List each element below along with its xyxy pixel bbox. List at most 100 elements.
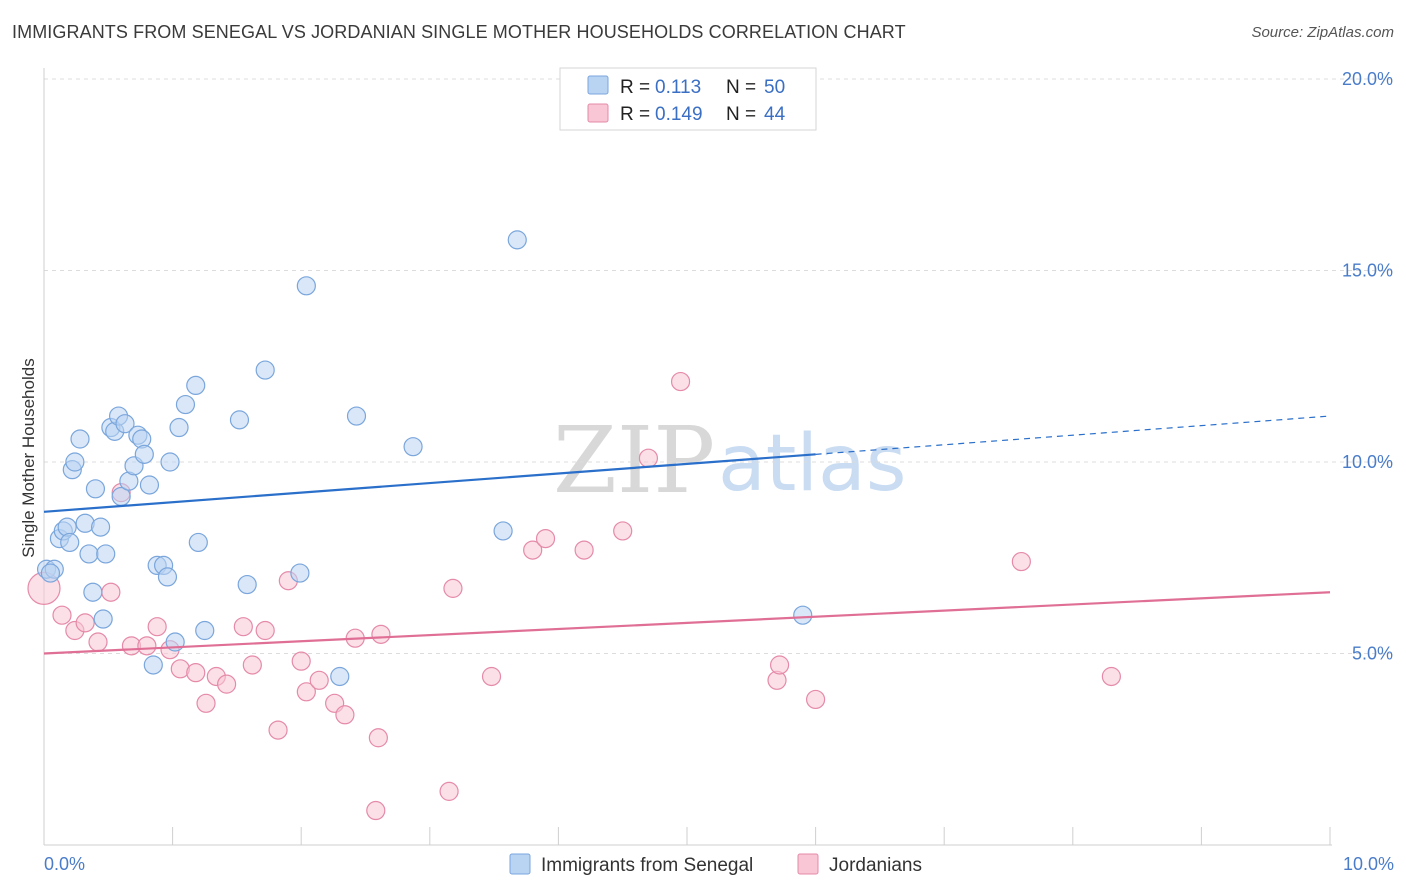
source-credit: Source: ZipAtlas.com: [1251, 24, 1394, 41]
legend-n-value-senegal: 50: [764, 77, 785, 98]
senegal-point: [255, 360, 275, 380]
senegal-point: [493, 521, 513, 541]
senegal-trend-extension: [815, 415, 1331, 455]
jordanians-point: [242, 655, 262, 675]
chart-title: IMMIGRANTS FROM SENEGAL VS JORDANIAN SIN…: [12, 22, 906, 42]
jordanians-trend-line: [43, 591, 1331, 655]
senegal-point: [83, 582, 103, 602]
senegal-point: [85, 479, 106, 499]
x-axis-ticks: [172, 827, 1331, 845]
x-tick-label-min: 0.0%: [44, 854, 85, 874]
series-legend-label-jordanians: Jordanians: [829, 855, 922, 876]
series-legend: Immigrants from Senegal Jordanians: [509, 853, 922, 876]
jordanians-point: [368, 728, 388, 748]
legend-r-label-jordanians: R =: [620, 104, 650, 125]
y-tick-labels: 5.0% 10.0% 15.0% 20.0%: [1342, 69, 1393, 664]
gridlines: [44, 78, 1394, 654]
y-tick-label-20: 20.0%: [1342, 69, 1393, 89]
series-legend-label-senegal: Immigrants from Senegal: [541, 855, 753, 876]
senegal-point: [229, 410, 250, 430]
senegal-point: [507, 230, 527, 250]
jordanians-point: [670, 371, 691, 392]
jordanians-point: [769, 655, 790, 675]
senegal-point: [96, 544, 116, 564]
senegal-point: [139, 475, 160, 495]
senegal-point: [186, 375, 206, 395]
jordanians-points: [27, 371, 1121, 821]
jordanians-point: [217, 674, 237, 694]
legend-swatch-jordanians: [587, 103, 609, 123]
y-tick-label-15: 15.0%: [1342, 261, 1393, 281]
legend-n-label-senegal: N =: [726, 77, 756, 98]
jordanians-point: [366, 800, 386, 821]
senegal-point: [160, 452, 180, 472]
jordanians-point: [75, 613, 95, 633]
jordanians-point: [481, 666, 502, 687]
jordanians-point: [268, 720, 288, 740]
senegal-point: [65, 452, 85, 472]
legend-r-value-senegal: 0.113: [655, 77, 701, 98]
y-axis-title: Single Mother Households: [19, 358, 38, 557]
jordanians-point: [186, 663, 206, 683]
jordanians-point: [291, 651, 311, 671]
correlation-legend: R = 0.113 N = 50 R = 0.149 N = 44: [559, 67, 817, 131]
senegal-point: [40, 563, 61, 583]
jordanians-point: [371, 624, 391, 644]
jordanians-point: [1011, 551, 1031, 572]
senegal-point: [70, 429, 90, 449]
senegal-point: [134, 444, 154, 464]
jordanians-point: [296, 682, 316, 702]
jordanians-point: [137, 636, 157, 656]
jordanians-point: [1101, 666, 1121, 687]
jordanians-point: [335, 705, 355, 725]
senegal-point: [60, 532, 80, 553]
series-legend-swatch-jordanians: [797, 853, 819, 875]
jordanians-point: [574, 540, 594, 560]
senegal-point: [296, 276, 316, 296]
senegal-point: [188, 532, 208, 553]
senegal-point: [290, 563, 310, 583]
senegal-point: [93, 609, 113, 629]
senegal-point: [169, 417, 189, 438]
jordanians-point: [309, 670, 329, 690]
senegal-point: [79, 544, 99, 564]
senegal-trend-line: [43, 453, 816, 513]
jordanians-point: [613, 521, 633, 541]
series-legend-swatch-senegal: [509, 853, 531, 875]
legend-n-label-jordanians: N =: [726, 104, 756, 125]
jordanians-point: [233, 617, 253, 637]
y-tick-label-5: 5.0%: [1352, 644, 1393, 664]
jordanians-point: [101, 582, 121, 602]
jordanians-point: [535, 528, 556, 549]
senegal-point: [175, 394, 196, 415]
jordanians-point: [523, 540, 543, 560]
legend-r-label-senegal: R =: [620, 77, 650, 98]
senegal-point: [793, 605, 813, 625]
legend-r-value-jordanians: 0.149: [655, 104, 703, 125]
watermark-atlas: atlas: [718, 419, 907, 509]
senegal-point: [330, 666, 350, 687]
jordanians-point: [147, 617, 167, 637]
y-tick-label-10: 10.0%: [1342, 452, 1393, 472]
senegal-point: [157, 567, 178, 587]
senegal-points: [36, 230, 813, 687]
senegal-point: [90, 517, 111, 537]
trend-lines: [43, 415, 1331, 655]
jordanians-point: [255, 620, 275, 641]
senegal-point: [346, 406, 367, 426]
jordanians-point: [196, 693, 216, 713]
legend-n-value-jordanians: 44: [764, 104, 786, 125]
jordanians-point: [52, 605, 72, 625]
senegal-point: [403, 437, 423, 457]
jordanians-point: [439, 781, 459, 801]
watermark-zip: ZIP: [553, 407, 715, 514]
jordanians-point: [88, 632, 108, 652]
jordanians-point: [443, 578, 463, 598]
senegal-point: [143, 655, 163, 675]
jordanians-point: [638, 448, 659, 468]
senegal-point: [115, 414, 135, 434]
senegal-point: [237, 574, 257, 595]
legend-swatch-senegal: [587, 75, 609, 95]
senegal-point: [195, 620, 215, 641]
